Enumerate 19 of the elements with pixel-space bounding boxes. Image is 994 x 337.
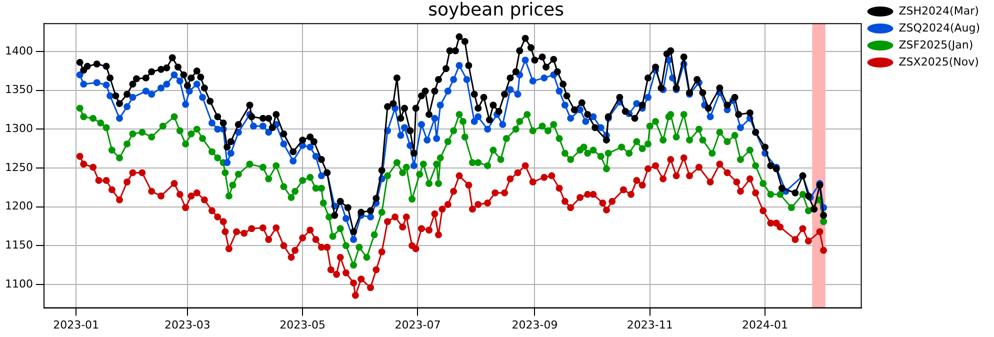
legend-label: ZSQ2024(Aug) [898, 21, 980, 34]
legend-label: ZSF2025(Jan) [898, 38, 974, 52]
y-tick-label: 1100 [4, 277, 33, 290]
legend-label: ZSH2024(Mar) [898, 4, 979, 18]
y-tick-label: 1350 [4, 83, 33, 96]
y-tick-label: 1150 [4, 238, 33, 252]
y-tick-label: 1250 [4, 160, 33, 174]
x-tick-label: 2023-11 [626, 318, 673, 332]
x-tick-label: 2023-09 [512, 318, 558, 332]
x-tick-label: 2024-01 [742, 318, 788, 332]
x-tick-label: 2023-07 [394, 318, 441, 332]
y-tick-label: 1300 [4, 122, 33, 136]
x-tick-label: 2023-01 [53, 318, 100, 332]
x-tick-label: 2023-05 [280, 318, 326, 332]
chart-title: soybean prices [428, 0, 564, 20]
x-tick-label: 2023-03 [164, 318, 210, 332]
y-tick-label: 1400 [4, 44, 33, 58]
legend-label: ZSX2025(Nov) [898, 55, 979, 68]
y-tick-label: 1200 [4, 200, 33, 213]
